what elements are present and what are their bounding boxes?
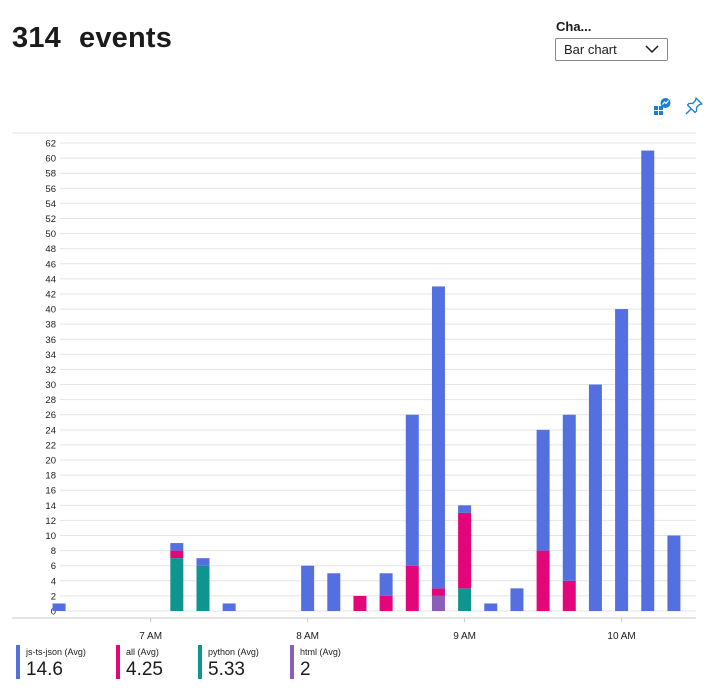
y-tick-label: 60 (45, 154, 56, 165)
y-tick-label: 2 (51, 591, 56, 602)
x-tick-label: 10 AM (607, 631, 635, 642)
legend-series-name: html (Avg) (300, 647, 341, 657)
bar-segment-js-ts-json (562, 414, 576, 581)
y-tick-label: 62 (45, 139, 56, 150)
legend-swatch (116, 645, 120, 679)
bar-segment-python (170, 558, 184, 611)
bar-segment-all (353, 595, 367, 611)
event-count-label: events (79, 22, 173, 54)
bar-segment-python (196, 565, 210, 611)
y-tick-label: 14 (45, 501, 56, 512)
y-tick-label: 32 (45, 365, 56, 376)
bar-segment-js-ts-json (536, 429, 550, 551)
y-tick-label: 16 (45, 486, 56, 497)
bar-segment-all (562, 580, 576, 611)
chart-type-dropdown[interactable]: Bar chart (555, 38, 668, 61)
bar-segment-js-ts-json (52, 603, 66, 611)
chart-type-selected: Bar chart (564, 42, 617, 57)
y-tick-label: 46 (45, 259, 56, 270)
y-tick-label: 48 (45, 244, 56, 255)
legend-swatch (16, 645, 20, 679)
y-tick-label: 6 (51, 561, 56, 572)
x-tick-label: 7 AM (139, 631, 162, 642)
bar-segment-js-ts-json (588, 384, 602, 611)
chart-type-label: Cha... (556, 19, 592, 34)
y-tick-label: 34 (45, 350, 56, 361)
y-tick-label: 58 (45, 169, 56, 180)
y-tick-label: 42 (45, 289, 56, 300)
bar-segment-js-ts-json (510, 588, 524, 611)
bar-segment-all (458, 512, 472, 589)
y-tick-label: 22 (45, 440, 56, 451)
y-tick-label: 12 (45, 516, 56, 527)
y-tick-label: 56 (45, 184, 56, 195)
x-tick-label: 9 AM (453, 631, 476, 642)
bar-segment-js-ts-json (458, 505, 472, 513)
y-tick-label: 18 (45, 471, 56, 482)
bar-segment-js-ts-json (379, 573, 393, 596)
events-bar-chart: 0246810121416182022242628303234363840424… (12, 132, 696, 642)
bar-segment-js-ts-json (222, 603, 236, 611)
y-tick-label: 24 (45, 425, 56, 436)
y-tick-label: 0 (51, 607, 56, 618)
legend-series-value: 5.33 (208, 659, 245, 680)
bar-segment-all (405, 565, 419, 611)
bar-segment-all (536, 550, 550, 611)
y-tick-label: 40 (45, 305, 56, 316)
y-tick-label: 30 (45, 380, 56, 391)
legend-swatch (290, 645, 294, 679)
bar-segment-js-ts-json (301, 565, 315, 611)
chart-insights-icon[interactable] (653, 97, 671, 115)
y-tick-label: 52 (45, 214, 56, 225)
y-tick-label: 44 (45, 274, 56, 285)
y-tick-label: 50 (45, 229, 56, 240)
bar-segment-js-ts-json (484, 603, 498, 611)
legend-series-value: 2 (300, 659, 311, 680)
y-tick-label: 10 (45, 531, 56, 542)
bar-segment-js-ts-json (405, 414, 419, 566)
legend-series-name: all (Avg) (126, 647, 159, 657)
legend-series-name: js-ts-json (Avg) (26, 647, 86, 657)
bar-segment-js-ts-json (667, 535, 681, 611)
bar-segment-all (170, 550, 184, 559)
bar-segment-js-ts-json (615, 309, 629, 611)
page-title: 314 events (12, 22, 172, 55)
y-tick-label: 4 (51, 576, 56, 587)
bar-segment-js-ts-json (641, 150, 655, 611)
legend-swatch (198, 645, 202, 679)
bar-segment-all (379, 595, 393, 611)
bar-segment-js-ts-json (196, 558, 210, 566)
bar-segment-js-ts-json (170, 543, 184, 551)
bar-segment-html (431, 595, 445, 611)
legend-series-value: 14.6 (26, 659, 63, 680)
y-tick-label: 20 (45, 456, 56, 467)
y-tick-label: 38 (45, 320, 56, 331)
y-tick-label: 36 (45, 335, 56, 346)
event-count: 314 (12, 22, 61, 54)
y-tick-label: 26 (45, 410, 56, 421)
bar-segment-js-ts-json (431, 286, 445, 589)
bar-segment-js-ts-json (327, 573, 341, 611)
legend-series-value: 4.25 (126, 659, 163, 680)
pin-icon[interactable] (685, 97, 703, 115)
bar-segment-all (431, 588, 445, 596)
chevron-down-icon (645, 45, 659, 54)
x-tick-label: 8 AM (296, 631, 319, 642)
y-tick-label: 54 (45, 199, 56, 210)
legend-series-name: python (Avg) (208, 647, 259, 657)
bar-segment-python (458, 588, 472, 611)
y-tick-label: 28 (45, 395, 56, 406)
chart-legend: js-ts-json (Avg) 14.6 all (Avg) 4.25 python … (0, 645, 712, 685)
y-tick-label: 8 (51, 546, 56, 557)
